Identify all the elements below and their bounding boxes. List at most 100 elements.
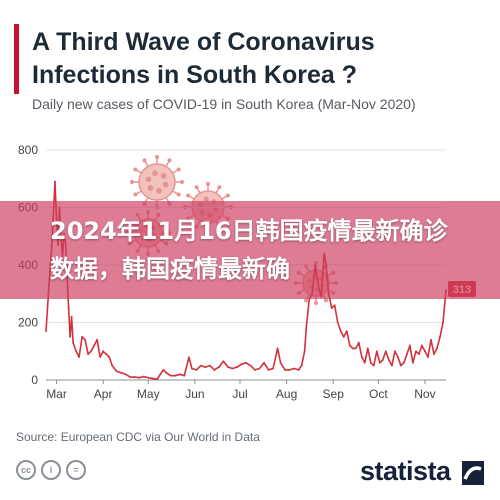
- data-point: [406, 353, 408, 356]
- data-point: [421, 344, 423, 347]
- data-point: [348, 344, 351, 347]
- data-point: [276, 347, 279, 350]
- data-point: [195, 369, 198, 371]
- data-point: [427, 356, 429, 358]
- data-point: [336, 321, 339, 324]
- data-point: [240, 363, 243, 366]
- headline-text: 2024年11月16日韩国疫情最新确诊数据，韩国疫情最新确: [50, 217, 448, 283]
- data-point: [236, 366, 238, 368]
- chart-subtitle: Daily new cases of COVID-19 in South Kor…: [32, 96, 416, 112]
- data-point: [102, 350, 105, 353]
- y-tick-label: 800: [18, 143, 38, 157]
- data-point: [105, 353, 108, 356]
- data-point: [90, 350, 93, 353]
- data-point: [439, 335, 441, 338]
- attribution-icon[interactable]: i: [41, 460, 61, 480]
- data-point: [222, 360, 225, 363]
- data-point: [381, 358, 384, 361]
- data-point: [412, 361, 414, 364]
- data-point: [96, 338, 99, 341]
- data-point: [418, 353, 420, 356]
- data-point: [354, 347, 357, 350]
- data-point: [284, 369, 286, 371]
- data-point: [263, 361, 265, 364]
- data-point: [436, 347, 438, 350]
- data-point: [387, 358, 390, 361]
- data-point: [272, 367, 274, 370]
- data-point: [345, 330, 348, 333]
- data-point: [156, 378, 159, 381]
- data-point: [45, 330, 47, 333]
- data-point: [369, 361, 372, 364]
- data-point: [69, 335, 71, 338]
- data-point: [209, 364, 211, 367]
- data-point: [87, 353, 90, 356]
- data-point: [120, 371, 123, 374]
- data-point: [151, 377, 154, 380]
- data-point: [75, 350, 77, 353]
- data-point: [142, 375, 145, 378]
- chart-title: A Third Wave of Coronavirus Infections i…: [32, 28, 375, 89]
- data-point: [303, 350, 306, 353]
- data-point: [199, 364, 202, 367]
- data-point: [187, 356, 190, 359]
- data-point: [293, 367, 296, 370]
- creative-commons-icon[interactable]: cc: [16, 460, 36, 480]
- x-tick-label: Oct: [369, 387, 388, 401]
- data-point: [384, 350, 387, 353]
- data-point: [415, 350, 417, 353]
- data-point: [351, 347, 354, 350]
- data-point: [190, 367, 193, 370]
- data-point: [300, 364, 303, 367]
- data-point: [115, 370, 118, 373]
- data-point: [297, 369, 300, 371]
- data-point: [54, 180, 56, 183]
- data-point: [108, 356, 111, 358]
- headline-banner: [0, 201, 500, 299]
- data-point: [399, 364, 402, 367]
- y-tick-label: 200: [18, 316, 38, 330]
- data-point: [204, 366, 207, 368]
- data-point: [227, 366, 229, 368]
- no-derivatives-icon[interactable]: =: [66, 460, 86, 480]
- data-point: [218, 366, 220, 368]
- data-point: [213, 369, 216, 371]
- data-point: [424, 350, 426, 353]
- data-point: [133, 376, 136, 379]
- data-point: [390, 364, 393, 367]
- data-point: [178, 373, 181, 376]
- data-point: [363, 361, 366, 364]
- data-point: [372, 364, 375, 367]
- data-point: [138, 376, 141, 379]
- data-point: [393, 350, 396, 353]
- data-point: [305, 327, 308, 330]
- data-point: [442, 321, 444, 324]
- data-point: [72, 341, 74, 344]
- data-point: [78, 356, 80, 358]
- data-point: [409, 344, 411, 347]
- data-point: [254, 369, 256, 371]
- data-point: [70, 315, 73, 318]
- data-point: [366, 347, 369, 350]
- x-tick-label: Mar: [46, 387, 67, 401]
- statista-wave-icon: [462, 461, 484, 485]
- data-point: [375, 350, 378, 353]
- title-accent-bar: [14, 24, 19, 94]
- data-point: [111, 364, 114, 367]
- data-point: [339, 330, 342, 333]
- source-note: Source: European CDC via Our World in Da…: [16, 430, 260, 444]
- data-point: [159, 373, 162, 376]
- data-point: [124, 373, 127, 376]
- data-point: [378, 361, 381, 364]
- data-point: [430, 338, 432, 341]
- data-point: [174, 374, 177, 377]
- data-point: [169, 374, 172, 377]
- x-tick-label: Jul: [232, 387, 247, 401]
- data-point: [99, 356, 102, 358]
- data-point: [267, 369, 270, 371]
- data-point: [402, 361, 405, 364]
- data-point: [357, 341, 360, 344]
- statista-logo[interactable]: statista: [360, 456, 451, 486]
- data-point: [258, 367, 261, 370]
- data-point: [84, 338, 86, 341]
